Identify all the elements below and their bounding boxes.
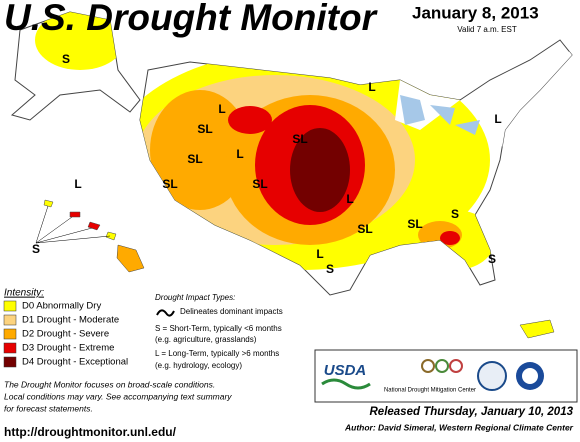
map-label: L: [368, 80, 375, 94]
map-label: S: [326, 262, 334, 276]
legend-swatch: [3, 300, 17, 312]
map-label: SL: [252, 177, 267, 191]
impact-long: L = Long-Term, typically >6 months: [155, 349, 279, 358]
alaska: [10, 11, 141, 121]
noaa-seal-inner: [522, 368, 538, 384]
legend-label: D3 Drought - Extreme: [22, 343, 114, 354]
map-label: SL: [407, 217, 422, 231]
map-label: L: [74, 177, 81, 191]
ndmc-logo: National Drought Mitigation Center: [384, 388, 476, 394]
map-label: L: [346, 192, 353, 206]
map-label: SL: [292, 132, 307, 146]
map-label: L: [236, 147, 243, 161]
date: January 8, 2013: [412, 3, 539, 22]
legend-label: D0 Abnormally Dry: [22, 301, 101, 312]
map-label: S: [451, 207, 459, 221]
map-label: S: [62, 52, 70, 66]
legend-label: D1 Drought - Moderate: [22, 315, 119, 326]
release: Released Thursday, January 10, 2013: [370, 406, 574, 418]
author: Author: David Simeral, Western Regional …: [344, 422, 574, 432]
impact-short-eg: (e.g. agriculture, grasslands): [155, 335, 257, 344]
impact-short: S = Short-Term, typically <6 months: [155, 324, 282, 333]
map-label: SL: [197, 122, 212, 136]
note-line: Local conditions may vary. See accompany…: [4, 391, 232, 401]
map-label: SL: [162, 177, 177, 191]
legend: D0 Abnormally Dry D1 Drought - Moderate D2…: [3, 300, 128, 368]
ndmc-trees: [421, 359, 463, 373]
map-label: SL: [357, 222, 372, 236]
note-line: for forecast statements.: [4, 403, 93, 413]
title: U.S. Drought Monitor: [4, 0, 379, 38]
legend-swatch: [3, 314, 17, 326]
conus: [139, 39, 573, 296]
map-label: S: [32, 242, 40, 256]
map-label: L: [316, 247, 323, 261]
puerto-rico: [519, 319, 555, 339]
note-line: The Drought Monitor focuses on broad-sca…: [4, 379, 215, 389]
legend-swatch: [3, 356, 17, 368]
hawaii: [35, 199, 145, 273]
map-label: L: [494, 112, 501, 126]
impact-line-sample: [156, 309, 175, 317]
map-label: SL: [187, 152, 202, 166]
impact-long-eg: (e.g. hydrology, ecology): [155, 361, 242, 370]
usda-logo: USDA: [324, 362, 367, 379]
commerce-seal: [477, 361, 507, 391]
legend-label: D2 Drought - Severe: [22, 329, 109, 340]
map-label: S: [488, 252, 496, 266]
legend-label: D4 Drought - Exceptional: [22, 357, 128, 368]
valid-time: Valid 7 a.m. EST: [457, 25, 517, 34]
legend-swatch: [3, 342, 17, 354]
url[interactable]: http://droughtmonitor.unl.edu/: [4, 425, 177, 439]
impact-title: Drought Impact Types:: [155, 293, 235, 302]
map-label: L: [218, 102, 225, 116]
usda-mark: [321, 378, 371, 390]
impact-line: Delineates dominant impacts: [180, 307, 283, 316]
legend-swatch: [3, 328, 17, 340]
legend-title: Intensity:: [4, 288, 44, 299]
